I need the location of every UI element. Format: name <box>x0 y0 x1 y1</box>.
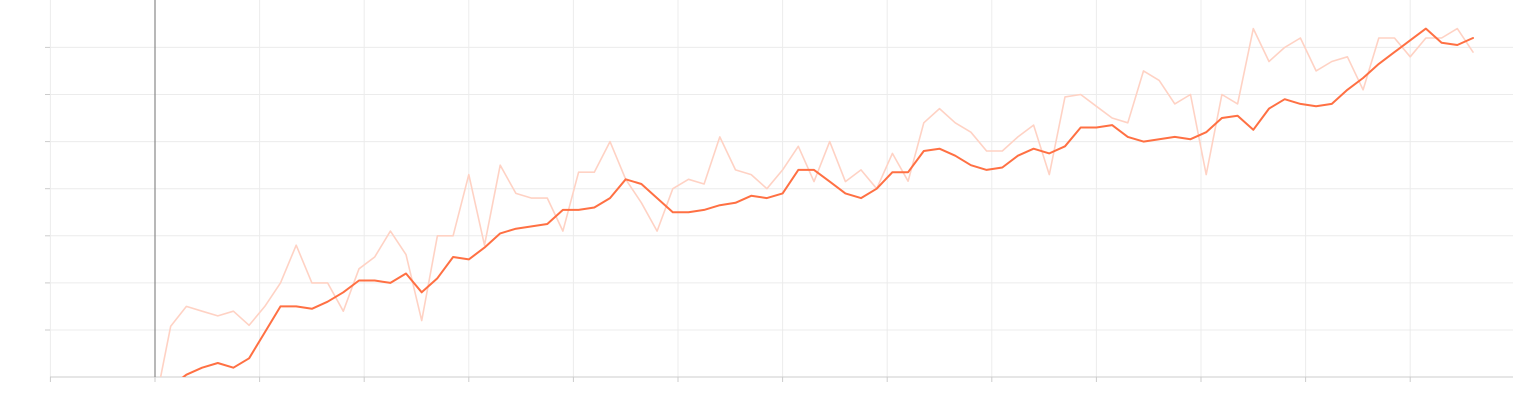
series-line-smoothed <box>155 29 1473 400</box>
axes <box>45 0 1513 382</box>
series-group <box>155 29 1473 400</box>
grid <box>50 0 1513 377</box>
series-line-raw <box>155 29 1473 400</box>
